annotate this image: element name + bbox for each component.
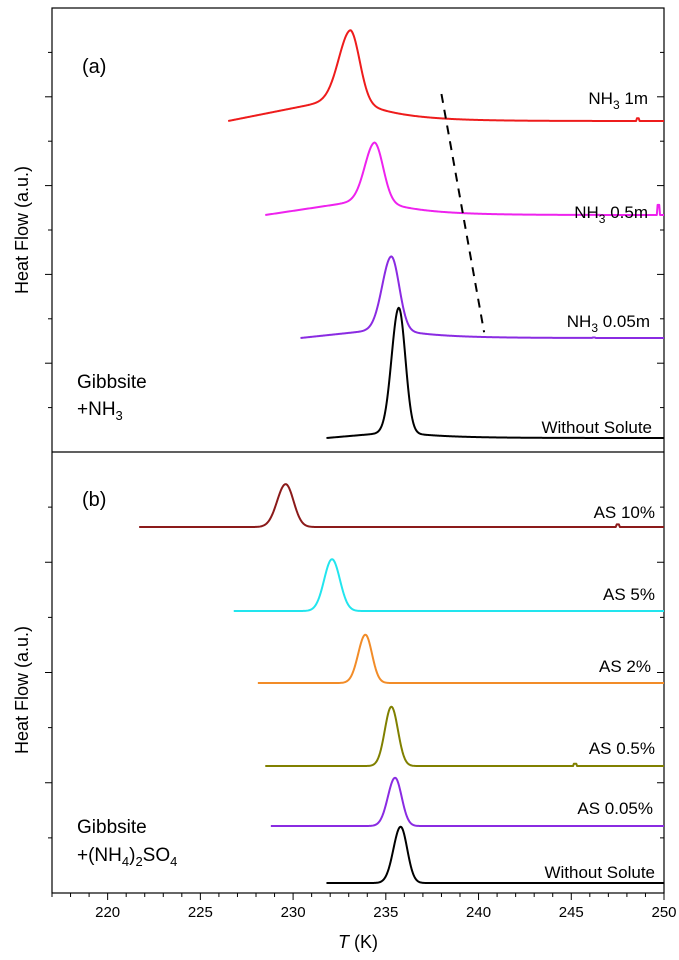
panel-a-label: (a) [82, 56, 106, 78]
series-label-b-5: Without Solute [544, 863, 655, 882]
series-line-b-0 [139, 483, 664, 528]
plot-frame [51, 7, 665, 894]
series-line-a-0 [227, 29, 665, 122]
series-line-b-1 [233, 558, 665, 612]
plot-border [51, 7, 665, 894]
series-label-b-0: AS 10% [594, 503, 655, 522]
series-label-b-2: AS 2% [599, 657, 651, 676]
series-label-a-0: NH3 1m [588, 89, 648, 112]
series-line-b-3 [265, 705, 665, 767]
series-line-a-3 [326, 306, 665, 439]
dashed-trend-line [440, 93, 486, 333]
curves [139, 29, 665, 884]
series-label-a-1: NH3 0.5m [574, 203, 648, 226]
series-label-b-1: AS 5% [603, 585, 655, 604]
series-line-b-4 [270, 776, 665, 827]
x-axis-title: T (K) [338, 932, 378, 952]
y-ticks [45, 51, 664, 839]
series-line-a-2 [300, 255, 665, 339]
series-labels: NH3 1m NH3 0.5m NH3 0.05m Without Solute AS … [541, 89, 655, 882]
series-line-b-2 [257, 633, 665, 684]
x-tick-label: 225 [188, 904, 213, 921]
panel-b-ylabel: Heat Flow (a.u.) [12, 626, 32, 754]
panel-a-sample-line1: Gibbsite [77, 372, 147, 393]
panel-a-ylabel: Heat Flow (a.u.) [12, 166, 32, 294]
x-tick-label: 240 [466, 904, 491, 921]
series-line-b-5 [326, 825, 665, 884]
series-label-b-3: AS 0.5% [589, 739, 655, 758]
x-tick-label: 220 [95, 904, 120, 921]
series-label-a-2: NH3 0.05m [567, 312, 650, 335]
x-tick-label: 235 [373, 904, 398, 921]
panel-b-sample-line2: +(NH4)2SO4 [77, 845, 177, 869]
series-line-a-1 [265, 141, 665, 216]
series-label-b-4: AS 0.05% [577, 799, 653, 818]
x-tick-label: 250 [651, 904, 676, 921]
series-label-a-3: Without Solute [541, 418, 652, 437]
x-tick-label: 230 [281, 904, 306, 921]
x-tick-label: 245 [559, 904, 584, 921]
panel-b-label: (b) [82, 489, 106, 511]
x-ticks: 220 225 230 235 240 245 250 [51, 893, 677, 921]
panel-a-sample-line2: +NH3 [77, 399, 123, 423]
panel-b-sample-line1: Gibbsite [77, 817, 147, 838]
